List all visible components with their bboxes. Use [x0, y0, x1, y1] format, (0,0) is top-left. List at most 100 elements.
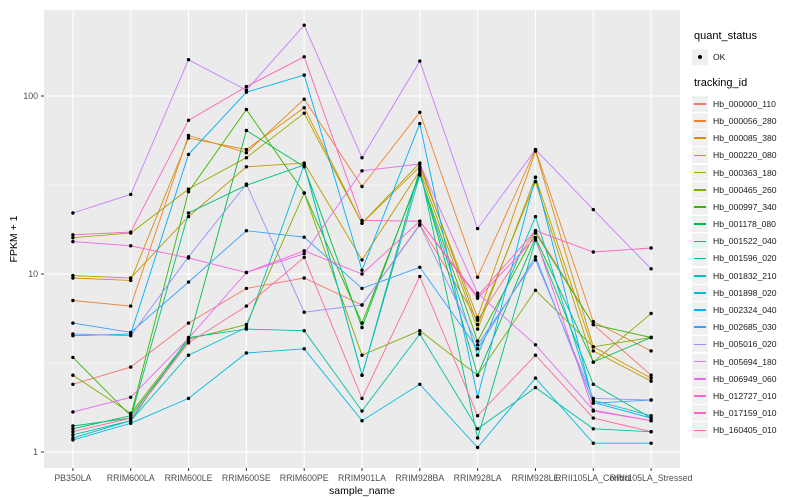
- data-point: [418, 110, 422, 115]
- line-swatch-icon: [694, 103, 706, 105]
- data-point: [533, 236, 538, 240]
- data-point: [129, 304, 133, 308]
- data-point: [186, 190, 191, 194]
- data-point: [418, 329, 422, 333]
- legend-item: Hb_000997_340: [692, 198, 800, 215]
- data-point: [129, 334, 133, 338]
- legend-item-label: OK: [713, 51, 726, 62]
- data-point: [418, 382, 422, 386]
- data-point: [129, 244, 133, 248]
- data-point: [360, 419, 364, 423]
- legend-item-label: Hb_002324_040: [713, 305, 777, 316]
- data-point: [649, 349, 653, 353]
- data-point: [71, 233, 75, 237]
- line-swatch-icon: [694, 412, 706, 414]
- data-point: [129, 330, 133, 335]
- data-point: [244, 182, 249, 186]
- data-point: [129, 276, 133, 280]
- data-point: [244, 156, 249, 160]
- line-swatch-icon: [694, 171, 706, 174]
- data-point: [533, 353, 538, 357]
- data-point: [302, 252, 306, 256]
- data-point: [475, 436, 480, 440]
- line-swatch-icon: [694, 206, 706, 208]
- legend-key: [692, 112, 708, 129]
- data-point: [244, 84, 249, 89]
- data-point: [71, 410, 75, 414]
- y-tick-label: 100: [23, 91, 38, 101]
- data-point: [244, 286, 249, 291]
- data-point: [302, 249, 306, 253]
- data-point: [302, 235, 306, 239]
- data-point: [649, 267, 653, 271]
- legend-item-label: Hb_005694_180: [713, 356, 777, 367]
- legend-key: [692, 284, 708, 301]
- line-swatch-icon: [694, 429, 706, 432]
- data-point: [475, 327, 480, 331]
- data-point: [244, 147, 249, 152]
- data-point: [360, 353, 364, 357]
- data-point: [533, 180, 538, 184]
- data-point: [475, 373, 480, 377]
- data-point: [591, 250, 595, 254]
- line-swatch-icon: [694, 154, 706, 157]
- data-point: [302, 347, 306, 351]
- data-point: [129, 414, 133, 418]
- legend-item-label: Hb_002685_030: [713, 322, 777, 333]
- legend-item: Hb_160405_010: [692, 422, 800, 439]
- legend-key: [692, 387, 708, 404]
- data-point: [360, 396, 364, 401]
- data-point: [418, 173, 422, 177]
- legend-quant-status: quant_status OK: [692, 30, 800, 65]
- data-point: [533, 376, 538, 380]
- data-point: [302, 329, 306, 333]
- data-point: [186, 341, 191, 345]
- legend-key: [692, 422, 708, 439]
- line-swatch-icon: [694, 223, 706, 225]
- legend-key-ok: [692, 48, 708, 65]
- data-point: [591, 409, 595, 413]
- legend-key: [692, 233, 708, 250]
- legend-key: [692, 353, 708, 370]
- data-point: [244, 304, 249, 308]
- line-swatch-icon: [694, 360, 706, 363]
- line-swatch-icon: [694, 240, 706, 243]
- x-tick-label: RRII105LA_Control: [555, 473, 631, 483]
- data-point: [71, 430, 75, 434]
- data-point: [129, 395, 133, 399]
- line-swatch-icon: [694, 343, 706, 346]
- legend-item-label: Hb_001596_020: [713, 253, 777, 264]
- legend-key: [692, 267, 708, 284]
- data-point: [244, 229, 249, 233]
- legend-title-quant-status: quant_status: [694, 30, 757, 42]
- data-point: [302, 23, 306, 27]
- legend-item: Hb_002685_030: [692, 319, 800, 336]
- data-point: [244, 151, 249, 155]
- x-tick-label: RRIM928LA: [454, 473, 502, 483]
- legend-key: [692, 130, 708, 147]
- data-point: [71, 236, 75, 240]
- legend-key: [692, 336, 708, 353]
- data-point: [418, 223, 422, 227]
- data-point: [360, 303, 364, 307]
- legend-key: [692, 181, 708, 198]
- legend-item: Hb_001178_080: [692, 216, 800, 233]
- data-point: [71, 321, 75, 325]
- data-point: [244, 270, 249, 275]
- data-point: [71, 273, 75, 278]
- data-point: [360, 286, 364, 291]
- line-swatch-icon: [694, 137, 706, 139]
- data-point: [418, 274, 422, 279]
- data-point: [129, 230, 133, 234]
- data-point: [186, 280, 191, 284]
- legend-item: Hb_012727_010: [692, 387, 800, 404]
- data-point: [71, 239, 75, 244]
- data-point: [591, 427, 595, 431]
- legend-item-ok: OK: [692, 48, 800, 65]
- legend-item-label: Hb_000997_340: [713, 201, 777, 212]
- legend-item-label: Hb_006949_060: [713, 373, 777, 384]
- legend-item: Hb_001596_020: [692, 250, 800, 267]
- data-point: [186, 353, 191, 357]
- data-point: [71, 427, 75, 431]
- legend-item-label: Hb_000056_280: [713, 115, 777, 126]
